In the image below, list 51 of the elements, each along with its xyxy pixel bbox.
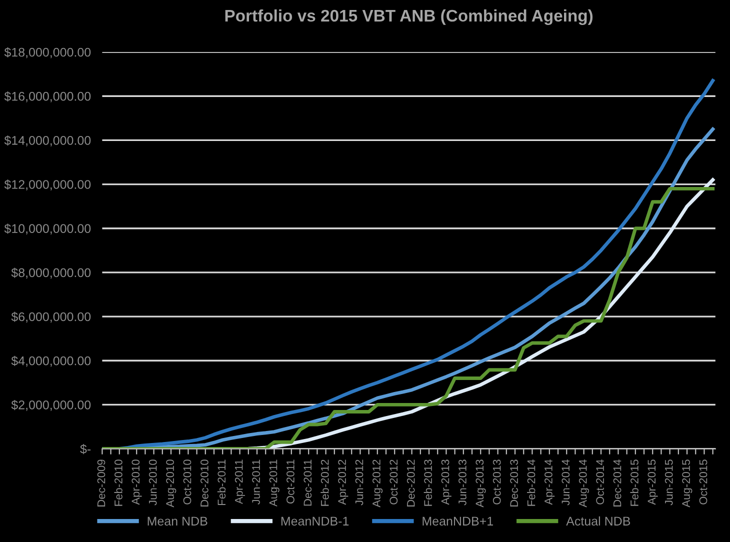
y-tick-label: $- (80, 444, 91, 454)
x-tick-label: Dec-2013 (510, 460, 518, 506)
x-tick-label: Dec-2010 (200, 460, 208, 506)
x-tick-label: Oct-2014 (596, 460, 604, 504)
x-tick-label: Feb-2014 (527, 460, 536, 506)
x-tick-label: Oct-2013 (492, 460, 501, 504)
x-tick-label: Feb-2011 (217, 460, 226, 506)
x-tick-label: Apr-2012 (338, 460, 348, 505)
x-tick-label: Feb-2015 (630, 460, 638, 506)
x-tick-label: Jun-2012 (355, 460, 364, 506)
x-tick-label: Dec-2012 (406, 460, 415, 506)
x-tick-label: Oct-2015 (699, 460, 708, 504)
y-tick-label: $12,000,000.00 (4, 180, 91, 190)
x-tick-label: Apr-2013 (441, 460, 452, 505)
x-tick-label: Aug-2012 (372, 460, 383, 508)
x-tick-label: Oct-2010 (183, 460, 192, 504)
x-tick-label: Aug-2015 (682, 460, 692, 508)
x-tick-label: Feb-2012 (320, 460, 329, 506)
x-tick-label: Aug-2010 (166, 460, 176, 508)
x-tick-label: Jun-2015 (664, 460, 673, 506)
x-tick-label: Jun-2014 (562, 460, 570, 506)
chart-title: Portfolio vs 2015 VBT ANB (Combined Ageing) (225, 9, 593, 26)
x-tick-label: Dec-2011 (304, 460, 312, 506)
x-tick-label: Apr-2011 (234, 460, 245, 504)
y-tick-label: $14,000,000.00 (4, 135, 91, 146)
y-tick-label: $6,000,000.00 (11, 312, 91, 323)
x-tick-label: Feb-2010 (114, 460, 122, 506)
y-tick-label: $16,000,000.00 (4, 91, 91, 102)
x-tick-label: Oct-2011 (286, 460, 294, 504)
x-tick-label: Aug-2011 (269, 460, 280, 507)
y-tick-label: $10,000,000.00 (4, 224, 91, 234)
x-tick-label: Oct-2012 (390, 460, 398, 504)
x-tick-label: Apr-2010 (132, 460, 142, 505)
x-tick-label: Aug-2014 (578, 460, 589, 508)
legend-label: Actual NDB (566, 516, 630, 526)
x-tick-label: Apr-2015 (648, 460, 658, 505)
x-tick-label: Dec-2009 (97, 460, 106, 506)
x-tick-label: Jun-2011 (252, 460, 260, 505)
legend-label: Mean NDB (148, 516, 208, 526)
x-tick-label: Apr-2014 (544, 460, 555, 505)
y-tick-label: $4,000,000.00 (11, 356, 91, 367)
x-tick-label: Feb-2013 (424, 460, 432, 506)
y-tick-label: $8,000,000.00 (11, 268, 91, 279)
x-tick-label: Aug-2013 (476, 460, 486, 508)
x-tick-label: Jun-2010 (148, 460, 157, 506)
y-tick-label: $18,000,000.00 (4, 47, 91, 58)
legend-label: MeanNDB+1 (422, 516, 493, 526)
x-tick-label: Jun-2013 (458, 460, 466, 506)
x-tick-label: Dec-2014 (613, 460, 622, 506)
y-tick-label: $2,000,000.00 (11, 400, 91, 411)
legend-label: MeanNDB-1 (281, 516, 349, 526)
